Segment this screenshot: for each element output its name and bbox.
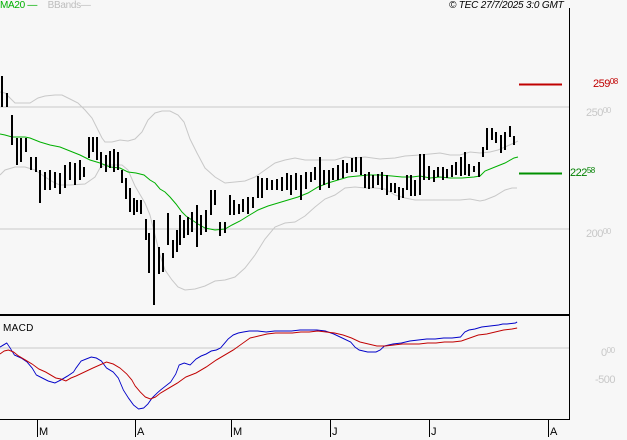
macd-title: MACD [3,323,34,334]
x-tick-label: A [550,426,558,438]
x-tick-label: M [39,426,49,438]
chart-legend: MA20 — BBands— [0,0,91,11]
macd-axis-label-zero: 000 [601,346,615,359]
macd-axis-label-minus500: -500 [595,374,616,386]
copyright-timestamp: © TEC 27/7/2025 3:0 GMT [449,0,564,11]
resistance-level-label: 25908 [593,77,618,90]
bbands [0,91,519,291]
bband-lower [0,164,517,291]
macd-line [0,321,518,410]
x-tick-label: A [137,426,145,438]
legend-ma20: MA20 — [0,0,38,11]
x-tick-label: M [233,426,243,438]
legend-bbands: BBands— [47,0,91,11]
bband-upper [0,91,519,184]
ohlc-bars [1,76,515,305]
y-axis-label-200: 20000 [586,227,611,240]
y-axis-label-250: 25000 [586,106,611,119]
signal-line [0,327,518,400]
support-level-label: 22258 [570,166,595,179]
x-tick-label: J [332,426,338,438]
x-tick-label: J [431,426,437,438]
x-axis-ticks [37,419,549,437]
